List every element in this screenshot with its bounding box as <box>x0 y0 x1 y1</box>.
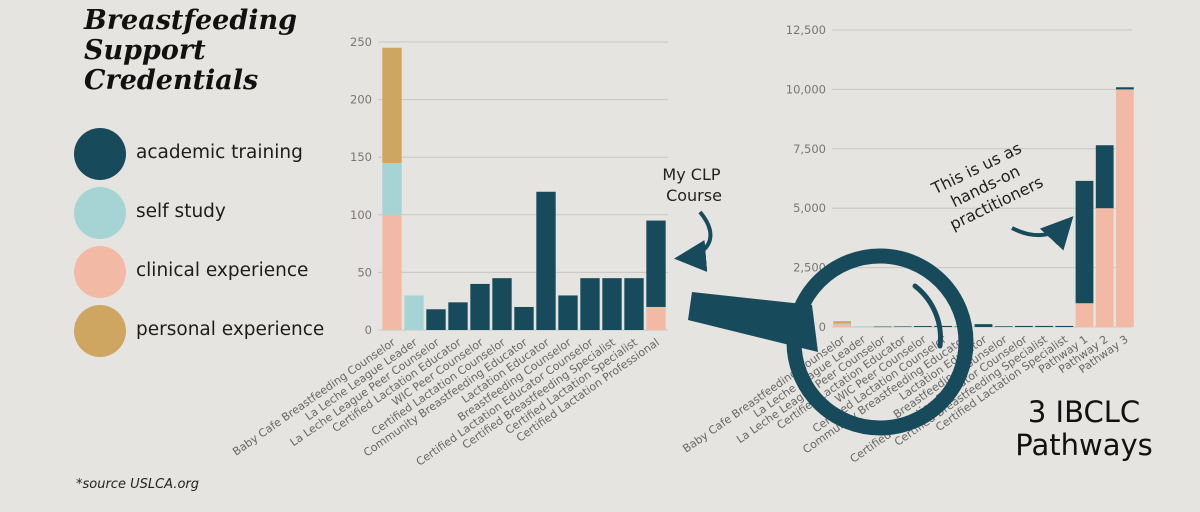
bar-baby-cafe-breastfeeding-counselor-self-study <box>382 162 402 215</box>
y-tick-label: 50 <box>357 265 372 279</box>
bar-pathway-2-academic-training <box>1095 145 1114 209</box>
legend-label-personal-experience: personal experience <box>136 319 325 340</box>
clp-annotation: My CLP Course <box>662 165 725 205</box>
bar-certified-lactation-educator-academic-training <box>893 326 912 327</box>
legend-item-academic-training: academic training <box>74 128 394 180</box>
bar-certified-breastfeeding-specialist-academic-training <box>1035 325 1053 327</box>
bar-certified-lactation-professional-clinical-experience <box>646 306 666 330</box>
y-tick-label: 0 <box>365 323 372 337</box>
bar-certified-lactation-professional-academic-training <box>646 220 666 307</box>
bar-baby-cafe-breastfeeding-counselor-personal-experience <box>833 321 851 324</box>
legend-swatch-self-study <box>74 187 126 239</box>
bar-certified-lactation-counselor-academic-training <box>934 325 952 327</box>
clp-arrow-icon <box>674 210 713 272</box>
y-tick-label: 12,500 <box>786 23 826 37</box>
bar-pathway-3-academic-training <box>1116 87 1134 90</box>
legend-item-clinical-experience: clinical experience <box>74 246 394 298</box>
bar-baby-cafe-breastfeeding-counselor-self-study <box>833 323 851 325</box>
legend-swatch-personal-experience <box>74 305 126 357</box>
clp-line-2: Course <box>666 186 722 205</box>
bar-la-leche-league-peer-counselor-academic-training <box>873 326 892 328</box>
bar-baby-cafe-breastfeeding-counselor-clinical-experience <box>833 324 851 327</box>
y-tick-label: 150 <box>350 150 372 164</box>
bar-baby-cafe-breastfeeding-counselor-personal-experience <box>382 47 402 163</box>
y-tick-label: 2,500 <box>793 261 826 275</box>
y-tick-label: 7,500 <box>793 142 826 156</box>
legend-item-personal-experience: personal experience <box>74 305 394 357</box>
bar-pathway-2-clinical-experience <box>1095 208 1114 327</box>
bar-certified-lactation-specialist-academic-training <box>624 278 644 330</box>
legend-label-self-study: self study <box>136 201 226 222</box>
pathways-label: 3 IBCLC Pathways <box>1004 396 1164 462</box>
bar-pathway-3-clinical-experience <box>1116 89 1134 328</box>
bar-community-breastfeeding-educator-academic-training <box>514 306 534 330</box>
y-tick-label: 0 <box>819 320 826 334</box>
practitioners-arrow-icon <box>1011 216 1074 251</box>
title-line-3: Credentials <box>84 65 259 96</box>
legend-item-self-study: self study <box>74 187 394 239</box>
bar-la-leche-league-leader-self-study <box>853 326 872 327</box>
bar-lactation-educator-academic-training <box>536 191 556 330</box>
bar-certified-lactation-educator-counselor-academic-training <box>580 278 600 330</box>
bar-certified-lactation-counselor-academic-training <box>492 278 512 330</box>
pathways-line-1: 3 IBCLC <box>1027 395 1141 429</box>
y-tick-label: 10,000 <box>786 82 826 96</box>
bar-la-leche-league-leader-self-study <box>404 295 424 330</box>
y-tick-label: 200 <box>350 93 372 107</box>
magnifier-icon <box>688 248 974 436</box>
bar-certified-lactation-specialist-academic-training <box>1055 325 1074 327</box>
bar-breastfeeding-counselor-academic-training <box>558 295 578 330</box>
y-tick-label: 5,000 <box>793 201 826 215</box>
bar-baby-cafe-breastfeeding-counselor-clinical-experience <box>382 214 402 330</box>
bar-certified-breastfeeding-specialist-academic-training <box>602 278 622 330</box>
bar-certified-lactation-educator-counselor-academic-training <box>1015 325 1033 327</box>
legend-swatch-clinical-experience <box>74 246 126 298</box>
bar-la-leche-league-peer-counselor-academic-training <box>426 309 446 330</box>
source-note: *source USLCA.org <box>76 477 199 492</box>
title-line-2: Support <box>84 35 206 66</box>
bar-breastfeeding-counselor-academic-training <box>994 326 1013 327</box>
bar-wic-peer-counselor-academic-training <box>470 283 490 330</box>
bar-lactation-educator-academic-training <box>974 324 993 327</box>
bar-wic-peer-counselor-academic-training <box>914 326 932 327</box>
bar-certified-lactation-educator-academic-training <box>448 302 468 330</box>
infographic-title: Breastfeeding Support Credentials <box>84 6 304 96</box>
pathways-line-2: Pathways <box>1015 428 1153 462</box>
y-tick-label: 250 <box>350 35 372 49</box>
bar-pathway-1-clinical-experience <box>1075 303 1094 327</box>
legend-label-clinical-experience: clinical experience <box>136 260 309 281</box>
bar-pathway-1-academic-training <box>1075 180 1094 304</box>
clp-line-1: My CLP <box>662 165 720 184</box>
legend-swatch-academic-training <box>74 128 126 180</box>
y-tick-label: 100 <box>350 208 372 222</box>
title-line-1: Breastfeeding <box>84 5 298 36</box>
practitioners-annotation: This is us as hands-on practitioners <box>928 136 1047 234</box>
legend-label-academic-training: academic training <box>136 142 303 163</box>
